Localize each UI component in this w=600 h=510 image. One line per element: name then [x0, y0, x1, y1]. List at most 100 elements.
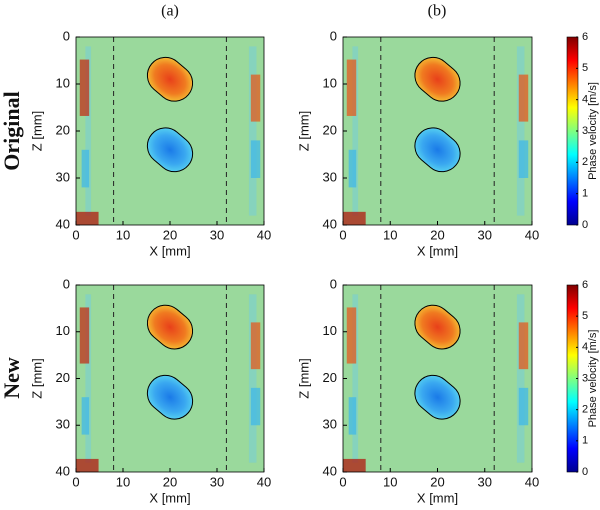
colorbar-tick-label: 3 — [582, 372, 588, 384]
artifact — [76, 211, 99, 225]
inclusion — [414, 127, 461, 173]
y-tick-label: 20 — [56, 370, 70, 385]
x-axis-label: X [mm] — [417, 243, 458, 258]
artifact — [250, 387, 261, 426]
inclusion — [146, 304, 194, 350]
artifact — [248, 46, 257, 216]
artifact — [346, 59, 357, 116]
artifact — [516, 46, 525, 216]
x-tick-label: 10 — [383, 474, 397, 489]
artifact — [343, 211, 366, 225]
colorbar-tick-label: 6 — [582, 31, 588, 43]
y-tick-label: 10 — [56, 75, 70, 90]
artifact — [250, 74, 261, 122]
x-tick-label: 0 — [339, 474, 346, 489]
artifact — [516, 294, 525, 463]
x-axis-label: X [mm] — [149, 490, 190, 505]
colorbar-tick-label: 2 — [582, 156, 588, 168]
artifact — [250, 140, 261, 178]
colorbar-label: Phase velocity [m/s] — [587, 330, 599, 428]
heatmap-field — [76, 37, 264, 225]
column-label: (a) — [161, 3, 179, 20]
x-tick-label: 40 — [257, 227, 271, 242]
colorbar-tick-label: 1 — [582, 435, 588, 447]
x-tick-label: 40 — [525, 227, 539, 242]
y-axis-label: Z [mm] — [296, 111, 311, 151]
artifact — [352, 294, 359, 463]
heatmap-field — [76, 285, 264, 472]
y-tick-label: 10 — [323, 323, 337, 338]
y-tick-label: 0 — [63, 276, 70, 291]
y-tick-label: 10 — [56, 323, 70, 338]
colorbar-tick-label: 3 — [582, 125, 588, 137]
colorbar-tick-label: 4 — [582, 341, 588, 353]
y-tick-label: 40 — [323, 463, 337, 478]
artifact — [79, 59, 90, 116]
colorbar-tick-label: 1 — [582, 188, 588, 200]
artifact — [85, 46, 92, 216]
artifact — [343, 458, 366, 472]
artifact — [79, 307, 90, 364]
colorbar-tick-label: 0 — [582, 219, 588, 231]
artifact — [248, 294, 257, 463]
x-tick-label: 0 — [339, 227, 346, 242]
x-tick-label: 0 — [72, 474, 79, 489]
y-tick-label: 30 — [323, 169, 337, 184]
y-tick-label: 30 — [323, 417, 337, 432]
artifact — [518, 140, 529, 178]
colorbar-tick-label: 5 — [582, 310, 588, 322]
heatmap-field — [343, 37, 532, 225]
y-tick-label: 20 — [323, 370, 337, 385]
y-tick-label: 30 — [56, 169, 70, 184]
x-tick-label: 40 — [525, 474, 539, 489]
x-tick-label: 10 — [116, 474, 130, 489]
artifact — [250, 322, 261, 370]
artifact — [346, 307, 357, 364]
inclusion — [414, 56, 461, 102]
x-tick-label: 40 — [257, 474, 271, 489]
artifact — [85, 294, 92, 463]
colorbar-tick-label: 6 — [582, 279, 588, 291]
y-tick-label: 20 — [56, 122, 70, 137]
colorbar-tick-label: 5 — [582, 62, 588, 74]
x-tick-label: 10 — [116, 227, 130, 242]
colorbar-tick-label: 2 — [582, 404, 588, 416]
x-axis-label: X [mm] — [149, 243, 190, 258]
inclusion — [414, 304, 461, 350]
y-tick-label: 10 — [323, 75, 337, 90]
y-axis-label: Z [mm] — [29, 358, 44, 398]
inclusion — [146, 374, 194, 420]
artifact — [352, 46, 359, 216]
y-tick-label: 40 — [56, 463, 70, 478]
artifact — [518, 387, 529, 426]
y-tick-label: 40 — [323, 216, 337, 231]
x-tick-label: 30 — [210, 227, 224, 242]
inclusion — [146, 127, 194, 173]
y-tick-label: 40 — [56, 216, 70, 231]
x-tick-label: 20 — [163, 474, 177, 489]
row-label: New — [0, 357, 24, 399]
artifact — [518, 322, 529, 370]
artifact — [81, 149, 90, 188]
x-axis-label: X [mm] — [417, 490, 458, 505]
y-axis-label: Z [mm] — [29, 111, 44, 151]
artifact — [348, 149, 357, 188]
artifact — [348, 397, 357, 435]
x-tick-label: 30 — [478, 474, 492, 489]
colorbar-tick-label: 4 — [582, 94, 588, 106]
artifact — [518, 74, 529, 122]
x-tick-label: 20 — [430, 227, 444, 242]
y-axis-label: Z [mm] — [296, 358, 311, 398]
inclusion — [146, 56, 194, 102]
x-tick-label: 30 — [478, 227, 492, 242]
row-label: Original — [0, 91, 24, 170]
column-label: (b) — [428, 3, 447, 20]
x-tick-label: 20 — [430, 474, 444, 489]
inclusion — [414, 374, 461, 420]
heatmap-field — [343, 285, 532, 472]
x-tick-label: 30 — [210, 474, 224, 489]
colorbar-tick-label: 0 — [582, 466, 588, 478]
y-tick-label: 30 — [56, 417, 70, 432]
x-tick-label: 0 — [72, 227, 79, 242]
